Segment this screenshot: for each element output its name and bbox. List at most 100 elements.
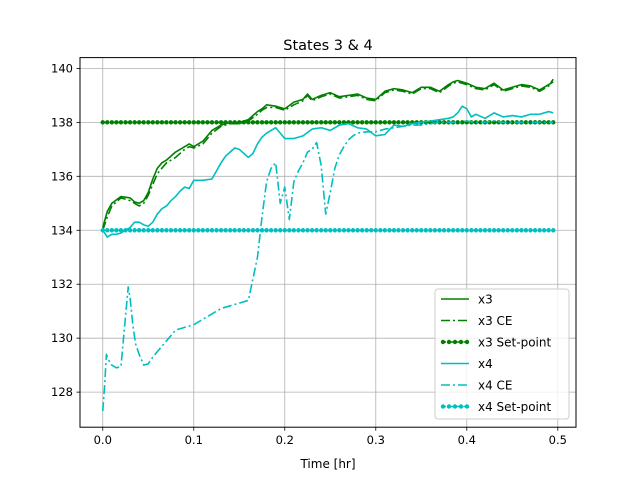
- series-marker: [200, 228, 206, 233]
- series-marker: [378, 228, 383, 233]
- series-marker: [409, 228, 415, 233]
- series-marker: [496, 228, 501, 233]
- series-marker: [291, 120, 297, 125]
- series-marker: [118, 228, 124, 233]
- series-marker: [168, 120, 174, 125]
- series-marker: [405, 228, 410, 233]
- series-marker: [136, 228, 142, 233]
- series-marker: [446, 228, 451, 233]
- series-marker: [400, 228, 406, 233]
- series-marker: [118, 120, 124, 125]
- series-marker: [227, 120, 233, 125]
- series-marker: [209, 120, 215, 125]
- series-marker: [309, 228, 315, 233]
- series-marker: [428, 228, 433, 233]
- legend-marker: [440, 339, 446, 345]
- series-marker: [369, 120, 374, 125]
- x-tick-label: 0.3: [367, 433, 385, 447]
- x-tick-label: 0.4: [458, 433, 476, 447]
- series-marker: [123, 120, 128, 125]
- plot-series: [100, 78, 556, 412]
- series-marker: [305, 228, 310, 233]
- series-marker: [209, 228, 215, 233]
- x-tick-label: 0.5: [549, 433, 567, 447]
- series-marker: [127, 120, 133, 125]
- series-marker: [296, 120, 301, 125]
- series-marker: [291, 228, 297, 233]
- series-marker: [246, 228, 251, 233]
- series-marker: [278, 120, 283, 125]
- series-marker: [141, 120, 146, 125]
- series-marker: [414, 228, 419, 233]
- series-marker: [132, 120, 137, 125]
- series-marker: [164, 120, 169, 125]
- series-marker: [191, 228, 196, 233]
- series-marker: [382, 228, 388, 233]
- series-marker: [241, 228, 247, 233]
- series-marker: [510, 228, 515, 233]
- series-marker: [196, 120, 201, 125]
- series-marker: [314, 228, 319, 233]
- series-line-x3: [101, 79, 554, 228]
- series-marker: [255, 228, 260, 233]
- series-marker: [187, 228, 192, 233]
- legend-entry: x4 Set-point: [440, 400, 551, 414]
- series-marker: [523, 228, 529, 233]
- series-marker: [455, 120, 460, 125]
- series-marker: [264, 228, 269, 233]
- series-marker: [232, 228, 237, 233]
- series-marker: [300, 228, 306, 233]
- series-marker: [500, 228, 506, 233]
- legend: x3 x3 CE x3 Set-point x4 x4 CE x4 Set-point: [434, 288, 570, 420]
- series-marker: [478, 120, 483, 125]
- series-marker: [205, 120, 210, 125]
- legend-marker: [446, 404, 452, 409]
- series-marker: [155, 228, 160, 233]
- series-marker: [214, 120, 219, 125]
- series-marker: [296, 228, 301, 233]
- legend-entry: x3 Set-point: [440, 336, 551, 350]
- x-tick-label: 0.1: [185, 433, 203, 447]
- series-marker: [387, 120, 392, 125]
- series-marker: [396, 228, 401, 233]
- legend-label: x3 Set-point: [478, 336, 551, 350]
- series-marker: [373, 228, 378, 233]
- series-marker: [191, 120, 196, 125]
- series-marker: [355, 228, 360, 233]
- series-marker: [469, 228, 474, 233]
- series-marker: [268, 120, 274, 125]
- y-tick-label: 132: [51, 277, 73, 291]
- legend-entry: x4 CE: [441, 379, 513, 393]
- x-tick-label: 0.0: [94, 433, 112, 447]
- series-marker: [341, 228, 347, 233]
- legend-entry: x3 CE: [441, 314, 513, 328]
- legend-label: x4: [478, 357, 493, 371]
- series-marker: [337, 120, 342, 125]
- series-marker: [528, 228, 533, 233]
- series-marker: [373, 120, 378, 125]
- legend-entry: x3: [441, 293, 493, 307]
- series-marker: [114, 120, 119, 125]
- series-marker: [278, 228, 283, 233]
- series-marker: [519, 228, 524, 233]
- series-marker: [300, 120, 306, 125]
- series-marker: [123, 228, 128, 233]
- series-marker: [378, 120, 383, 125]
- series-marker: [432, 228, 438, 233]
- axes-frame: [79, 57, 577, 428]
- legend-entry: x4: [441, 357, 493, 371]
- series-marker: [141, 228, 146, 233]
- x-tick-label: 0.2: [276, 433, 294, 447]
- series-marker: [237, 228, 242, 233]
- series-line-x4-ce: [101, 120, 554, 412]
- series-marker: [482, 228, 488, 233]
- series-marker: [423, 228, 429, 233]
- series-marker: [223, 120, 228, 125]
- series-marker: [387, 228, 392, 233]
- series-marker: [200, 120, 206, 125]
- legend-marker: [446, 339, 452, 345]
- y-tick-label: 138: [51, 115, 73, 129]
- series-marker: [109, 228, 115, 233]
- legend-label: x3: [478, 293, 493, 307]
- series-marker: [273, 228, 278, 233]
